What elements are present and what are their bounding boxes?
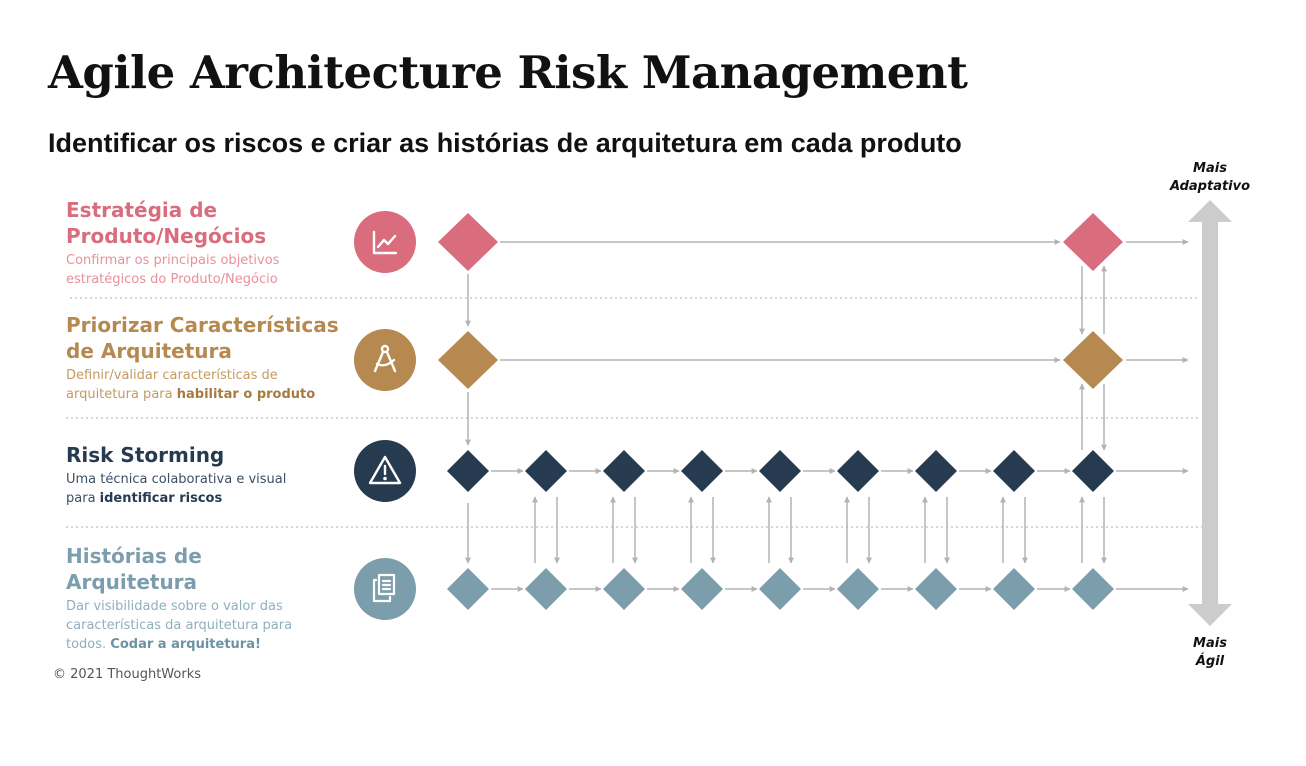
risk-diamond [681, 450, 723, 492]
story-diamond [603, 568, 645, 610]
row-riskstorming-desc-bold: identificar riscos [99, 491, 223, 506]
adaptive-agile-axis-arrow [1188, 200, 1232, 626]
cross-row-arrows [465, 265, 1107, 451]
drafting-compass-icon [373, 344, 397, 373]
row-stories-flow [447, 568, 1189, 610]
row-riskstorming-desc-prefix: para [66, 491, 100, 506]
axis-bottom-label-line2: Ágil [1195, 654, 1225, 669]
icon-circle-stories [354, 558, 416, 620]
risk-diamond [603, 450, 645, 492]
story-diamond [759, 568, 801, 610]
row-riskstorming-flow [447, 450, 1189, 492]
story-diamond [1072, 568, 1114, 610]
row-strategy-title-line1: Estratégia de [66, 198, 218, 222]
row-stories-desc-line2: características da arquitetura para [66, 618, 293, 633]
axis-top-label-line1: Mais [1193, 161, 1227, 176]
strategy-diamond [438, 213, 498, 271]
row-strategy-text: Estratégia de Produto/Negócios Confirmar… [66, 197, 346, 289]
row-architecture-title-line1: Priorizar Características [66, 313, 339, 337]
architecture-diamond [1063, 331, 1123, 389]
row-stories-desc-bold: Codar a arquitetura! [110, 637, 261, 652]
risk-story-link-arrows [465, 496, 1107, 564]
row-stories-text: Histórias de Arquitetura Dar visibilidad… [66, 543, 346, 654]
axis-bottom-label-line1: Mais [1193, 636, 1227, 651]
architecture-diamond [438, 331, 498, 389]
row-strategy-title: Estratégia de Produto/Negócios [66, 197, 346, 249]
risk-diamond [915, 450, 957, 492]
icon-circle-strategy [354, 211, 416, 273]
row-architecture-desc-prefix: arquitetura para [66, 387, 177, 402]
row-stories-title-line1: Histórias de [66, 544, 202, 568]
strategy-diamond [1063, 213, 1123, 271]
icon-circle-riskstorming [354, 440, 416, 502]
row-riskstorming-text: Risk Storming Uma técnica colaborativa e… [66, 442, 346, 508]
row-architecture-title: Priorizar Características de Arquitetura [66, 312, 346, 364]
row-architecture-desc-line1: Definir/validar características de [66, 368, 278, 383]
axis-top-label-line2: Adaptativo [1169, 179, 1251, 194]
story-diamond [447, 568, 489, 610]
row-riskstorming-desc-line1: Uma técnica colaborativa e visual [66, 472, 287, 487]
risk-diamond [1072, 450, 1114, 492]
row-stories-desc-prefix: todos. [66, 637, 111, 652]
row-architecture-desc-line2: arquitetura para habilitar o produto [66, 385, 346, 404]
row-stories-title-line2: Arquitetura [66, 570, 198, 594]
axis-bottom-label: Mais Ágil [1160, 635, 1260, 671]
risk-diamond [525, 450, 567, 492]
row-riskstorming-desc-line2: para identificar riscos [66, 489, 346, 508]
row-architecture-text: Priorizar Características de Arquitetura… [66, 312, 346, 404]
row-strategy-desc: Confirmar os principais objetivos estrat… [66, 251, 346, 289]
warning-triangle-icon [368, 455, 402, 485]
story-diamond [525, 568, 567, 610]
row-stories-title: Histórias de Arquitetura [66, 543, 346, 595]
row-strategy-desc-line1: Confirmar os principais objetivos [66, 253, 280, 268]
page-subtitle: Identificar os riscos e criar as históri… [48, 128, 962, 158]
trend-chart-icon [372, 230, 398, 255]
risk-diamond [837, 450, 879, 492]
row-strategy-title-line2: Produto/Negócios [66, 224, 267, 248]
row-riskstorming-desc: Uma técnica colaborativa e visual para i… [66, 470, 346, 508]
story-diamond [915, 568, 957, 610]
risk-diamond [447, 450, 489, 492]
row-stories-desc: Dar visibilidade sobre o valor das carac… [66, 597, 346, 654]
documents-icon [372, 573, 396, 603]
row-strategy-desc-line2: estratégicos do Produto/Negócio [66, 272, 278, 287]
row-stories-desc-line3: todos. Codar a arquitetura! [66, 635, 346, 654]
page-title: Agile Architecture Risk Management [48, 46, 968, 99]
axis-top-label: Mais Adaptativo [1160, 160, 1260, 196]
story-diamond [837, 568, 879, 610]
row-architecture-flow [438, 331, 1189, 389]
row-stories-desc-line1: Dar visibilidade sobre o valor das [66, 599, 283, 614]
row-strategy-flow [438, 213, 1189, 271]
row-architecture-desc-bold: habilitar o produto [176, 387, 316, 402]
story-diamond [993, 568, 1035, 610]
risk-diamond [993, 450, 1035, 492]
story-diamond [681, 568, 723, 610]
copyright-footer: © 2021 ThoughtWorks [53, 667, 202, 682]
risk-diamond [759, 450, 801, 492]
row-separators [66, 297, 1220, 528]
row-architecture-desc: Definir/validar características de arqui… [66, 366, 346, 404]
icon-circle-architecture [354, 329, 416, 391]
row-riskstorming-title: Risk Storming [66, 443, 225, 467]
row-architecture-title-line2: de Arquitetura [66, 339, 232, 363]
